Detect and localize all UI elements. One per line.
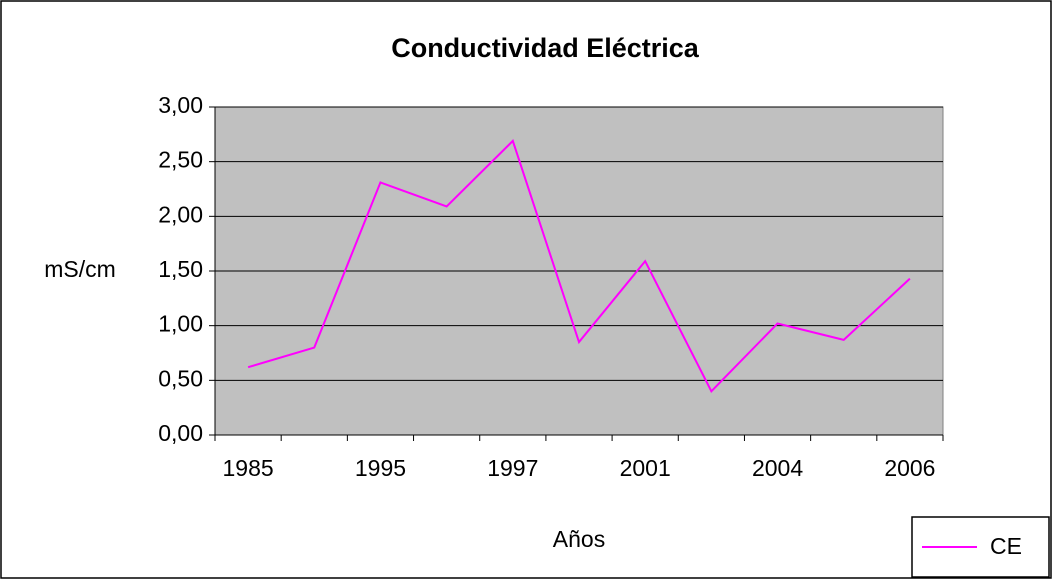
x-tick-label: 1997 bbox=[487, 455, 538, 481]
x-tick-label: 1995 bbox=[355, 455, 406, 481]
data-line bbox=[247, 139, 911, 393]
chart-title: Conductividad Eléctrica bbox=[391, 33, 700, 63]
y-tick-label: 2,50 bbox=[158, 147, 203, 173]
y-tick-label: 0,00 bbox=[158, 420, 203, 446]
y-tick-label: 1,00 bbox=[158, 311, 203, 337]
x-tick-label: 2006 bbox=[884, 455, 935, 481]
y-axis-label: mS/cm bbox=[44, 256, 116, 282]
y-tick-label: 3,00 bbox=[158, 92, 203, 118]
legend-label: CE bbox=[990, 533, 1022, 559]
x-tick-label: 2001 bbox=[620, 455, 671, 481]
y-tick-label: 1,50 bbox=[158, 256, 203, 282]
x-axis-label: Años bbox=[553, 526, 605, 552]
x-tick-label: 2004 bbox=[752, 455, 803, 481]
x-tick-label: 1985 bbox=[223, 455, 274, 481]
y-tick-label: 2,00 bbox=[158, 201, 203, 227]
y-tick-label: 0,50 bbox=[158, 365, 203, 391]
